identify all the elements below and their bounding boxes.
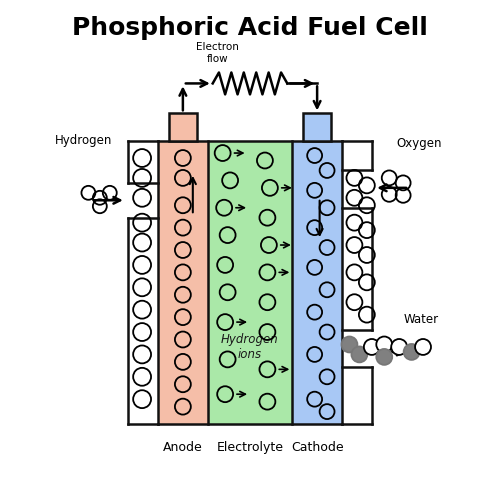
Circle shape [342,336,357,352]
Text: Hydrogen: Hydrogen [54,134,112,147]
Text: Water: Water [404,313,439,326]
Circle shape [404,344,419,360]
Text: Phosphoric Acid Fuel Cell: Phosphoric Acid Fuel Cell [72,16,428,40]
Circle shape [415,339,431,355]
Circle shape [376,336,392,352]
Circle shape [352,346,368,362]
Text: Electron
flow: Electron flow [196,42,239,64]
Bar [169,114,196,140]
Bar [208,140,292,424]
Bar [158,140,208,424]
Bar [292,140,342,424]
Bar [304,114,331,140]
Text: Cathode: Cathode [291,442,344,454]
Circle shape [376,349,392,365]
Text: Hydrogen
ions: Hydrogen ions [221,333,279,361]
Text: Anode: Anode [163,442,203,454]
Circle shape [391,339,407,355]
Text: Oxygen: Oxygen [396,136,442,149]
Circle shape [364,339,380,355]
Text: Electrolyte: Electrolyte [216,442,284,454]
